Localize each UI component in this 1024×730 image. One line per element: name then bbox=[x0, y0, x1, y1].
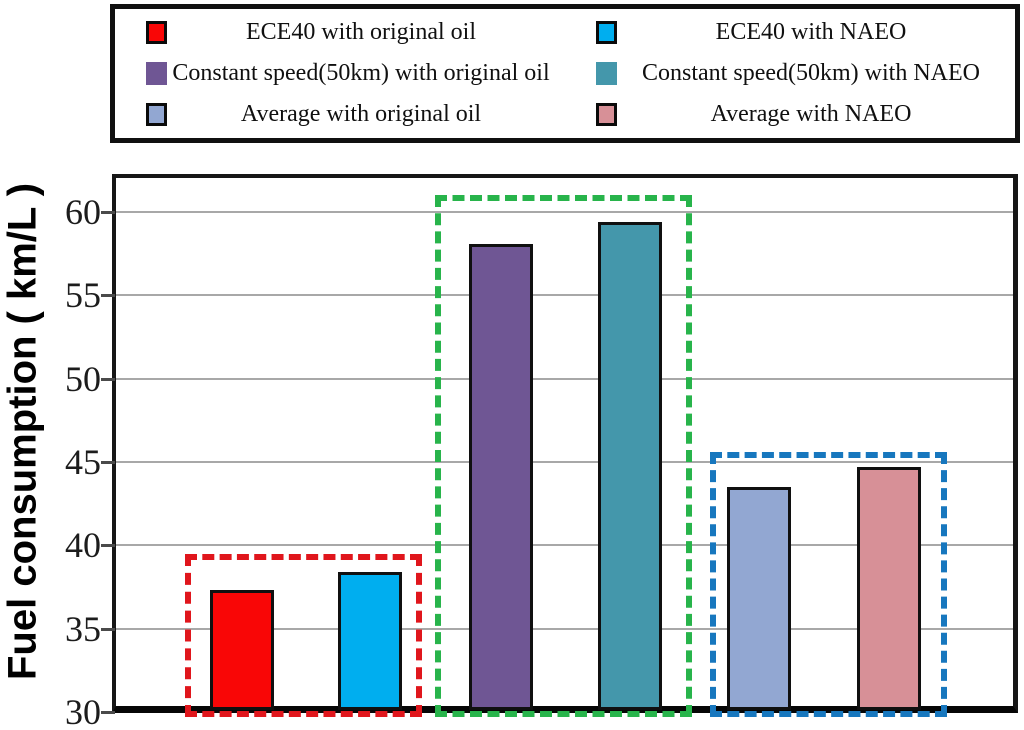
legend-item: Constant speed(50km) with original oil bbox=[115, 53, 565, 94]
y-tick-mark bbox=[101, 627, 115, 631]
bar bbox=[210, 590, 274, 710]
y-tick-label: 35 bbox=[65, 608, 101, 649]
y-tick-mark bbox=[101, 210, 115, 214]
plot-frame bbox=[112, 174, 1018, 713]
y-tick-mark bbox=[101, 544, 115, 548]
gridline bbox=[116, 627, 1013, 630]
legend-label: ECE40 with original oil bbox=[246, 19, 476, 45]
legend-item: ECE40 with original oil bbox=[115, 12, 565, 53]
gridline bbox=[116, 294, 1013, 297]
y-tick-mark bbox=[101, 711, 115, 714]
highlight-box bbox=[185, 553, 422, 717]
legend-swatch bbox=[596, 21, 617, 44]
gridline bbox=[116, 544, 1013, 547]
legend-label: Constant speed(50km) with original oil bbox=[172, 60, 550, 86]
y-tick-mark bbox=[101, 294, 115, 298]
legend-label: Average with NAEO bbox=[710, 101, 912, 127]
y-tick-label: 60 bbox=[65, 191, 101, 232]
legend-item: Constant speed(50km) with NAEO bbox=[565, 53, 1015, 94]
legend-swatch bbox=[596, 62, 617, 85]
legend-swatch bbox=[146, 103, 167, 126]
bar bbox=[598, 221, 662, 710]
legend-label: Average with original oil bbox=[240, 101, 482, 127]
bar bbox=[469, 243, 533, 710]
y-tick-label: 45 bbox=[65, 441, 101, 482]
legend-swatch bbox=[146, 62, 167, 85]
legend-item: Average with NAEO bbox=[565, 94, 1015, 135]
bar bbox=[338, 571, 402, 710]
legend-box: ECE40 with original oil ECE40 with NAEO Co… bbox=[110, 4, 1020, 143]
gridline bbox=[116, 377, 1013, 380]
legend-item: ECE40 with NAEO bbox=[565, 12, 1015, 53]
legend-label: Constant speed(50km) with NAEO bbox=[642, 60, 980, 86]
legend-item: Average with original oil bbox=[115, 94, 565, 135]
legend-swatch bbox=[596, 103, 617, 126]
y-tick-label: 55 bbox=[65, 275, 101, 316]
y-tick-mark bbox=[101, 377, 115, 381]
y-tick-label: 40 bbox=[65, 525, 101, 566]
gridline bbox=[116, 210, 1013, 213]
highlight-box bbox=[710, 451, 947, 717]
legend-swatch bbox=[146, 21, 167, 44]
bar bbox=[727, 486, 791, 710]
bar bbox=[857, 466, 921, 710]
highlight-box bbox=[435, 195, 692, 717]
gridline bbox=[116, 460, 1013, 463]
y-tick-mark bbox=[101, 460, 115, 464]
y-axis-title: Fuel consumption ( km/L ) bbox=[0, 182, 45, 680]
legend-label: ECE40 with NAEO bbox=[715, 19, 907, 45]
y-tick-label: 30 bbox=[65, 692, 101, 730]
y-tick-label: 50 bbox=[65, 358, 101, 399]
